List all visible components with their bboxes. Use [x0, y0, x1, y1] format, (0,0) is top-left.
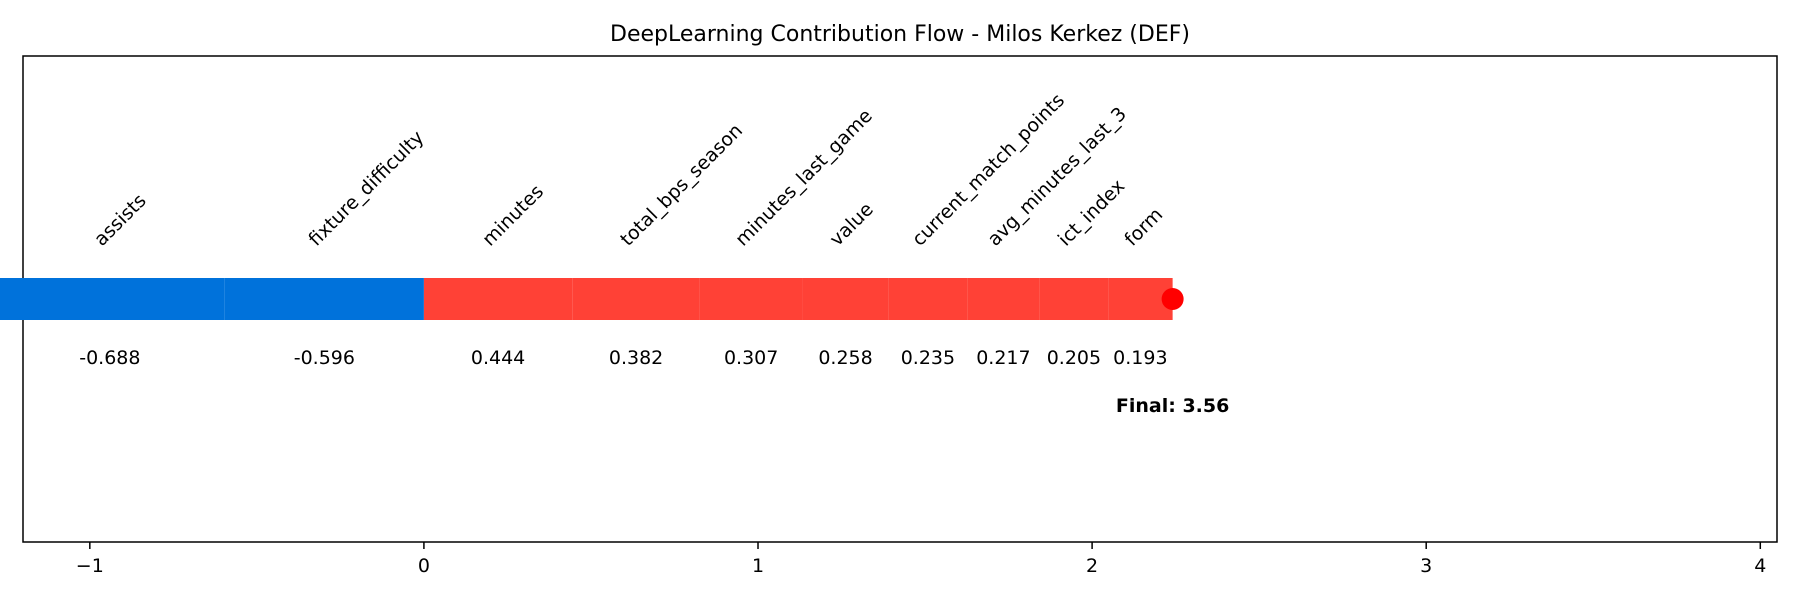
x-tick-label: 1: [752, 555, 764, 577]
feature-label-assists: assists: [90, 190, 151, 251]
x-tick-label: 4: [1754, 555, 1766, 577]
feature-label-total-bps-season: total_bps_season: [616, 120, 747, 251]
value-label-avg-minutes-last-3: 0.217: [976, 347, 1030, 369]
value-label-value: 0.258: [818, 347, 872, 369]
contribution-bar-ict-index: [1039, 278, 1109, 320]
contribution-bar-fixture-difficulty: [224, 278, 424, 320]
feature-label-avg-minutes-last-3: avg_minutes_last_3: [983, 103, 1131, 251]
chart-title: DeepLearning Contribution Flow - Milos K…: [610, 22, 1190, 47]
value-label-assists: -0.688: [79, 347, 140, 369]
contribution-bar-current-match-points: [888, 278, 968, 320]
x-tick-label: −1: [76, 555, 104, 577]
contribution-bar-minutes-last-game: [699, 278, 803, 320]
feature-label-minutes: minutes: [478, 181, 548, 251]
x-tick-label: 2: [1086, 555, 1098, 577]
contribution-bar-total-bps-season: [572, 278, 700, 320]
feature-label-ict-index: ict_index: [1054, 175, 1129, 250]
value-label-minutes-last-game: 0.307: [724, 347, 778, 369]
contribution-bar-value: [802, 278, 889, 320]
value-label-total-bps-season: 0.382: [609, 347, 663, 369]
feature-label-fixture-difficulty: fixture_difficulty: [304, 126, 428, 250]
value-label-fixture-difficulty: -0.596: [294, 347, 355, 369]
feature-label-form: form: [1120, 204, 1167, 251]
contribution-bar-assists: [0, 278, 225, 320]
feature-label-value: value: [826, 198, 878, 250]
x-tick-label: 0: [418, 555, 430, 577]
contribution-bar-avg-minutes-last-3: [967, 278, 1040, 320]
value-label-ict-index: 0.205: [1047, 347, 1101, 369]
value-label-form: 0.193: [1113, 347, 1167, 369]
value-label-current-match-points: 0.235: [901, 347, 955, 369]
feature-label-current-match-points: current_match_points: [908, 89, 1069, 250]
x-tick-label: 3: [1420, 555, 1432, 577]
final-label: Final: 3.56: [1116, 395, 1229, 417]
final-marker: [1161, 288, 1184, 310]
value-label-minutes: 0.444: [471, 347, 525, 369]
contribution-bar-minutes: [423, 278, 573, 320]
